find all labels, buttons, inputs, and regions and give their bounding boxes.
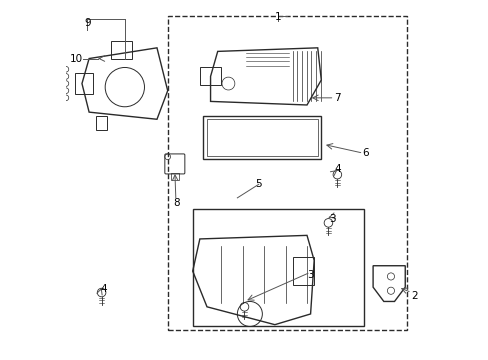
Text: 10: 10 [69, 54, 82, 64]
Text: 4: 4 [333, 164, 340, 174]
Text: 7: 7 [333, 93, 340, 103]
Text: 2: 2 [410, 291, 417, 301]
Text: 8: 8 [173, 198, 180, 208]
Text: 3: 3 [306, 270, 313, 280]
Text: 3: 3 [328, 214, 335, 224]
Text: 5: 5 [255, 179, 262, 189]
Text: 1: 1 [275, 13, 281, 22]
Text: 4: 4 [100, 284, 106, 294]
Text: 9: 9 [84, 18, 90, 28]
Text: 6: 6 [362, 148, 368, 158]
